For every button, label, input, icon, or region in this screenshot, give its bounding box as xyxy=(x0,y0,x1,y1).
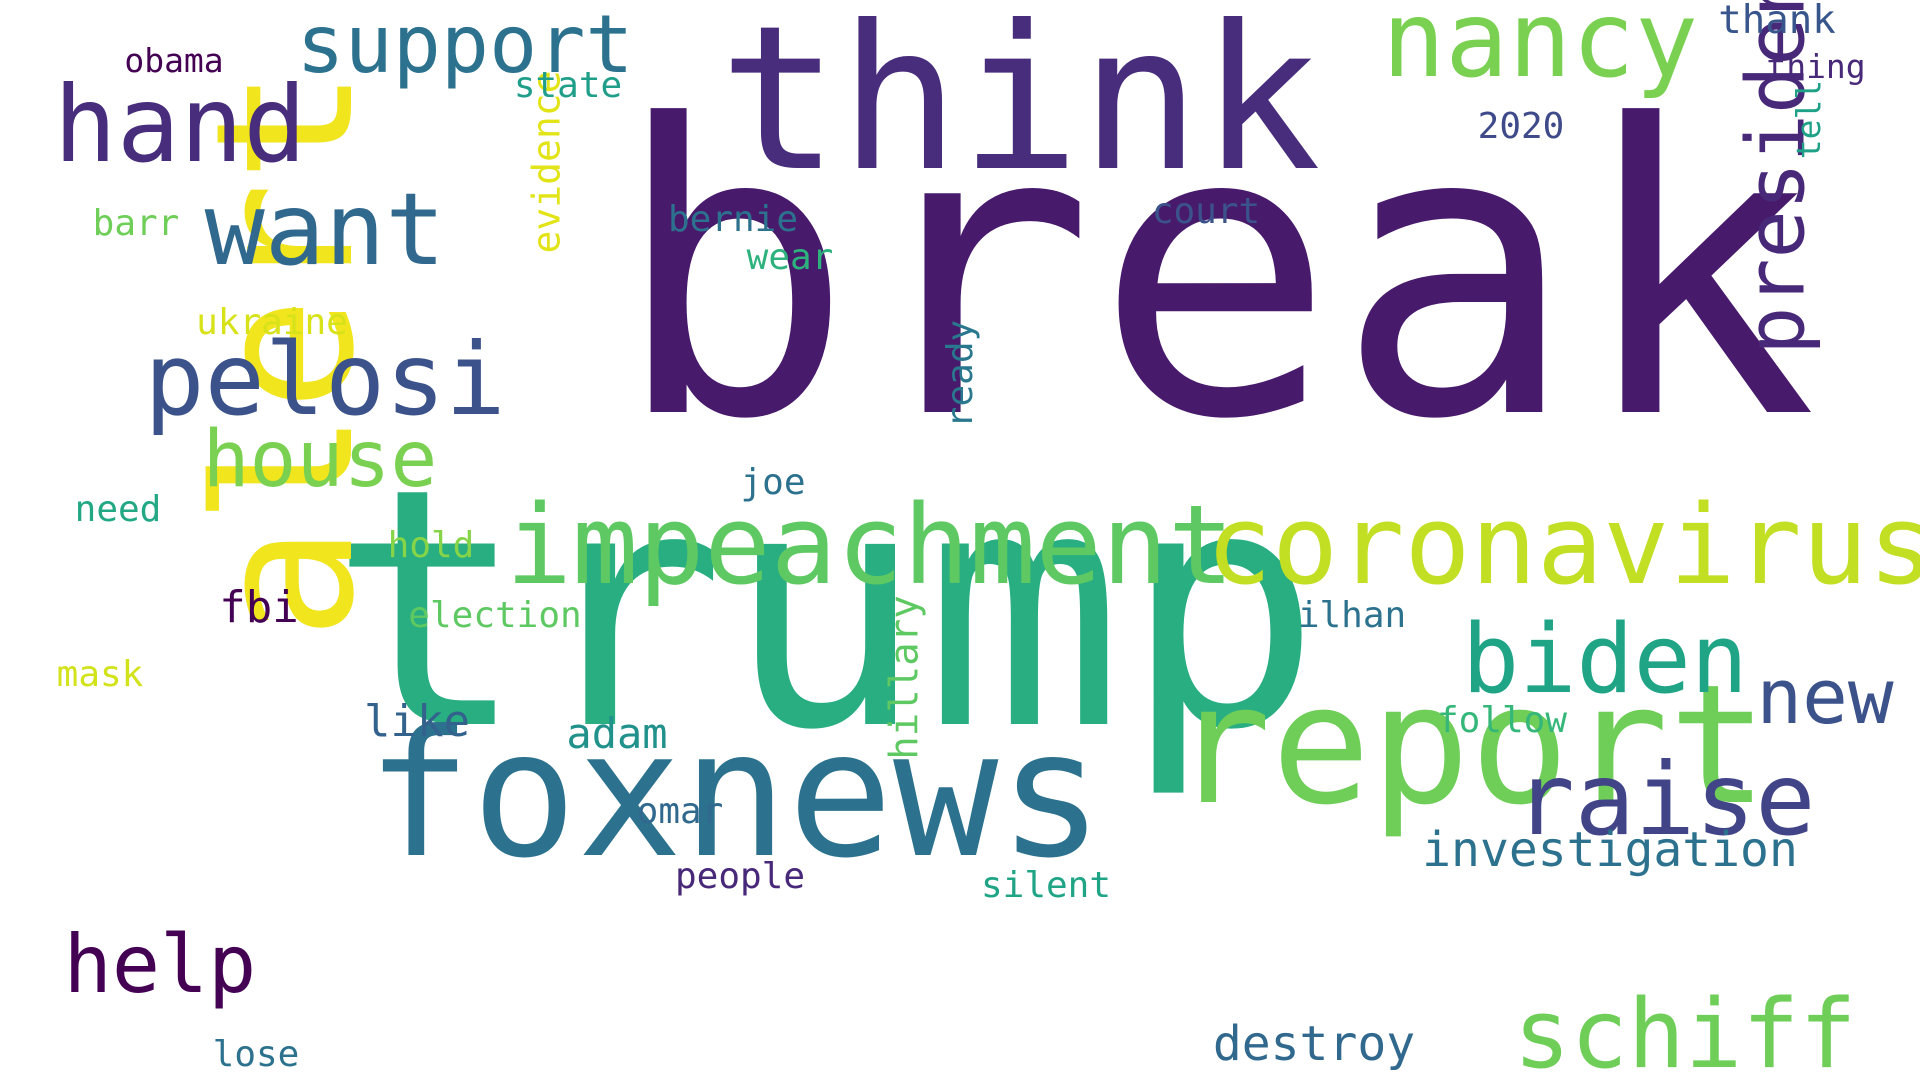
word-2020: 2020 xyxy=(1477,106,1565,147)
word-house: house xyxy=(202,415,438,505)
word-impeachment: impeachment xyxy=(505,481,1235,609)
word-wear: wear xyxy=(746,237,834,278)
word-help: help xyxy=(63,918,257,1011)
word-ilhan: ilhan xyxy=(1297,595,1407,636)
word-state: state xyxy=(513,65,623,106)
word-want: want xyxy=(204,171,446,288)
word-coronavirus: coronavirus xyxy=(1205,481,1920,609)
word-trump: trump xyxy=(328,418,1322,802)
word-adam: adam xyxy=(566,709,668,758)
word-follow: follow xyxy=(1436,700,1568,741)
word-silent: silent xyxy=(980,865,1112,906)
word-mask: mask xyxy=(56,654,144,695)
word-fbi: fbi xyxy=(219,582,299,633)
word-new: new xyxy=(1756,652,1894,741)
word-foxnews: foxnews xyxy=(366,693,1104,897)
word-court: court xyxy=(1151,191,1261,232)
word-report: report xyxy=(1171,648,1769,841)
word-break: break xyxy=(612,42,1818,507)
word-need: need xyxy=(74,489,162,530)
word-tell: tell xyxy=(1788,80,1828,160)
word-investigation: investigation xyxy=(1422,822,1798,878)
word-bernie: bernie xyxy=(667,199,799,240)
word-hillary: hillary xyxy=(882,595,928,760)
word-lose: lose xyxy=(212,1034,300,1075)
word-people: people xyxy=(674,856,806,897)
word-schiff: schiff xyxy=(1513,979,1857,1080)
word-thank: thank xyxy=(1718,0,1836,43)
word-destroy: destroy xyxy=(1212,1016,1416,1072)
word-nancy: nancy xyxy=(1381,0,1699,101)
word-joe: joe xyxy=(740,462,806,503)
word-hand: hand xyxy=(53,63,307,186)
word-barr: barr xyxy=(92,203,180,244)
word-thing: thing xyxy=(1766,46,1866,86)
word-raise: raise xyxy=(1514,741,1816,858)
word-think: think xyxy=(718,0,1322,216)
word-like: like xyxy=(364,696,470,747)
word-hold: hold xyxy=(387,525,475,566)
word-omar: omar xyxy=(636,791,724,832)
word-biden: biden xyxy=(1462,604,1748,715)
word-election: election xyxy=(408,595,582,636)
word-ready: ready xyxy=(940,319,982,428)
word-pelosi: pelosi xyxy=(144,321,506,438)
word-support: support xyxy=(296,0,634,91)
word-ukraine: ukraine xyxy=(196,302,348,343)
word-obama: obama xyxy=(124,40,224,80)
